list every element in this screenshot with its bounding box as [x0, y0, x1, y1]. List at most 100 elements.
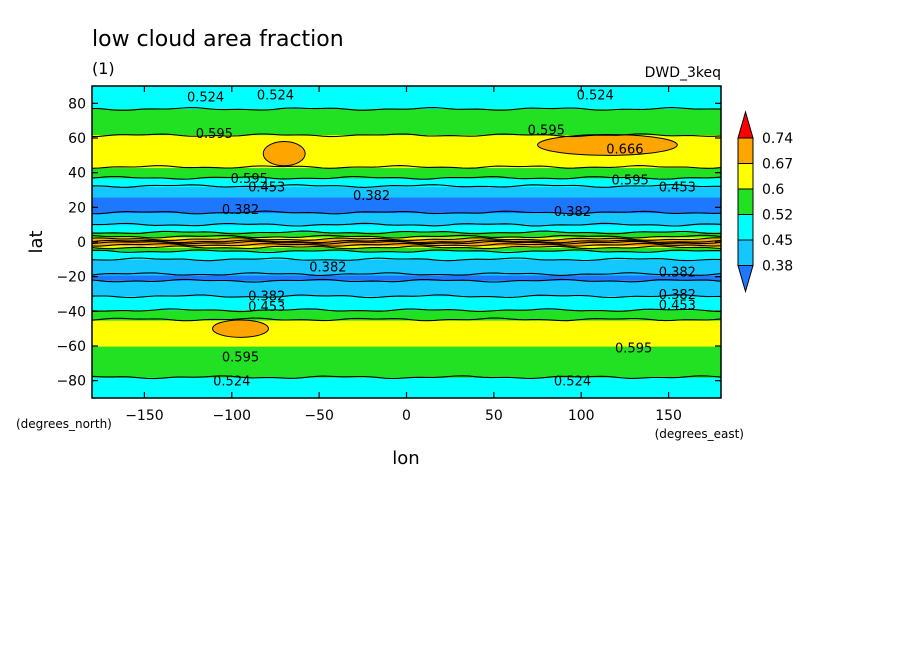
field-band	[92, 198, 721, 201]
colorbar-label: 0.74	[762, 131, 793, 147]
field-band	[92, 252, 721, 255]
y-units-label: (degrees_north)	[16, 417, 112, 431]
field-band	[92, 321, 721, 325]
field-band	[92, 349, 721, 352]
contour-line	[92, 257, 721, 262]
field-band	[92, 325, 721, 328]
field-band	[92, 299, 721, 302]
contour-line	[92, 184, 721, 188]
model-label: DWD_3keq	[645, 65, 721, 81]
field-band	[92, 162, 721, 165]
contour-label: 0.382	[353, 189, 390, 204]
colorbar-label: 0.52	[762, 208, 793, 224]
field-band	[92, 136, 721, 139]
field-band	[92, 365, 721, 368]
field-band	[92, 99, 721, 103]
field-band	[92, 177, 721, 181]
field-band	[92, 313, 721, 316]
field-band	[92, 150, 721, 153]
contour-label: 0.595	[231, 172, 268, 187]
field-band	[92, 378, 721, 382]
field-band	[92, 186, 721, 189]
y-axis: −80 −60 −40 −20 0 20 40 60 80	[56, 96, 721, 390]
field-band	[92, 158, 721, 162]
field-band	[92, 115, 721, 118]
field-band	[92, 205, 721, 208]
x-tick-label: 100	[568, 408, 595, 424]
field-band	[92, 288, 721, 292]
field-band	[92, 311, 721, 314]
field-band	[92, 235, 721, 238]
field-band	[92, 200, 721, 203]
contour-line	[92, 249, 721, 254]
contour-line	[92, 272, 721, 276]
field-band	[92, 169, 721, 172]
field-band	[92, 183, 721, 186]
field-band	[92, 370, 721, 373]
high-value-region	[212, 319, 269, 338]
field-band	[92, 278, 721, 281]
field-band	[92, 224, 721, 227]
field-band	[92, 106, 721, 110]
contour-label: 0.382	[554, 205, 591, 220]
x-tick-label: −50	[304, 408, 334, 424]
field-band	[92, 236, 721, 240]
y-axis-label: lat	[26, 230, 47, 253]
field-band	[92, 214, 721, 217]
field-band	[92, 233, 721, 236]
contour-label: 0.382	[659, 288, 696, 303]
contour-line	[92, 222, 721, 227]
contour-label: 0.453	[248, 300, 285, 315]
field-band	[92, 144, 721, 148]
contour-line	[92, 278, 721, 283]
contour-line	[92, 308, 721, 313]
field-band	[92, 222, 721, 226]
field-band	[92, 247, 721, 250]
contour-line	[92, 230, 721, 235]
field-band	[92, 384, 721, 387]
field-band	[92, 385, 721, 389]
field-band	[92, 195, 721, 198]
contour-label: 0.453	[248, 181, 285, 196]
field-band	[92, 285, 721, 288]
field-band	[92, 153, 721, 156]
field-band	[92, 359, 721, 363]
field-band	[92, 281, 721, 285]
field-band	[92, 118, 721, 122]
field-band	[92, 202, 721, 205]
contour-label: 0.595	[612, 174, 649, 189]
y-tick-label: −60	[56, 339, 86, 355]
contour-line	[92, 107, 721, 111]
field-band	[92, 127, 721, 130]
colorbar-label: 0.38	[762, 259, 793, 275]
field-band	[92, 160, 721, 163]
field-band	[92, 302, 721, 305]
contour-label: 0.666	[606, 142, 643, 157]
contour-label: 0.524	[213, 375, 250, 390]
field-band	[92, 294, 721, 297]
contour-lines	[92, 107, 721, 380]
field-band	[92, 170, 721, 174]
field-band	[92, 283, 721, 286]
field-band	[92, 335, 721, 338]
contour-label: 0.524	[187, 90, 224, 105]
field-band	[92, 276, 721, 279]
x-units-label: (degrees_east)	[655, 427, 744, 441]
field-band	[92, 352, 721, 356]
field-band	[92, 113, 721, 117]
field-band	[92, 143, 721, 146]
y-tick-label: 60	[68, 131, 86, 147]
field-band	[92, 332, 721, 335]
contour-label: 0.595	[528, 123, 565, 138]
field-band	[92, 304, 721, 307]
field-band	[92, 287, 721, 290]
field-band	[92, 146, 721, 149]
high-value-region	[537, 134, 678, 156]
field-band	[92, 339, 721, 342]
contour-label: 0.595	[615, 342, 652, 357]
field-band	[92, 358, 721, 361]
field-band	[92, 219, 721, 222]
field-band	[92, 274, 721, 278]
field-band	[92, 110, 721, 113]
